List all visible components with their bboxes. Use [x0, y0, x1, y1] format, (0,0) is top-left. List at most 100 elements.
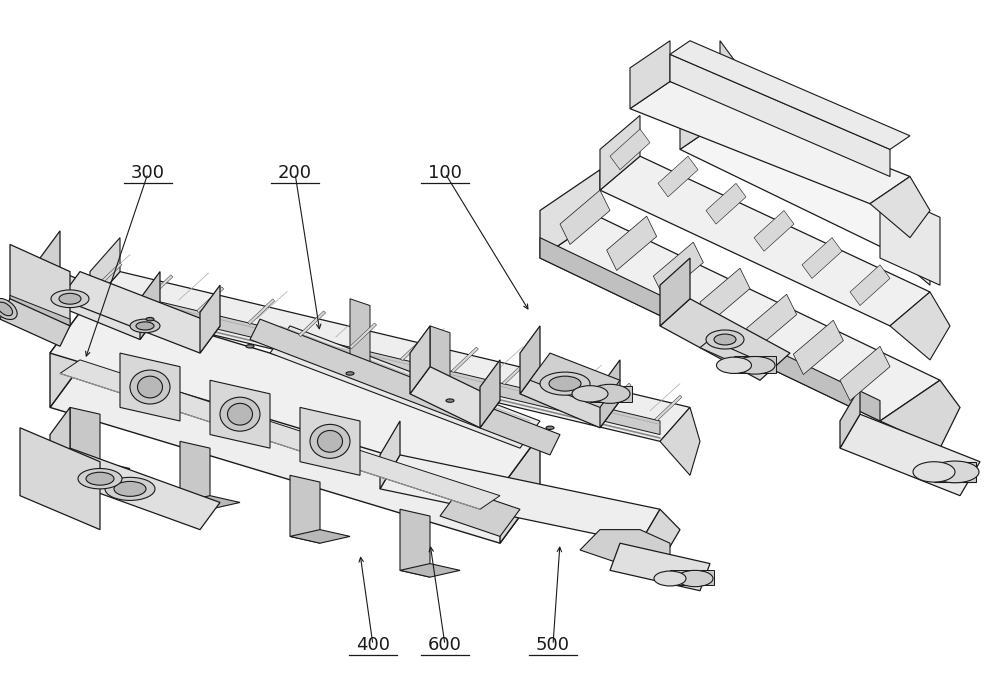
Ellipse shape: [59, 293, 81, 304]
Ellipse shape: [317, 430, 342, 452]
Ellipse shape: [931, 461, 979, 483]
Polygon shape: [660, 407, 700, 475]
Polygon shape: [410, 326, 430, 394]
Polygon shape: [480, 360, 500, 428]
Polygon shape: [680, 81, 720, 149]
Polygon shape: [300, 407, 360, 475]
Polygon shape: [840, 387, 860, 448]
Polygon shape: [60, 272, 220, 353]
Polygon shape: [553, 371, 580, 397]
Polygon shape: [500, 435, 540, 543]
Polygon shape: [70, 462, 130, 475]
Ellipse shape: [86, 473, 114, 485]
Polygon shape: [197, 287, 224, 312]
Polygon shape: [655, 395, 682, 421]
Polygon shape: [700, 340, 760, 370]
Polygon shape: [600, 115, 640, 190]
Polygon shape: [50, 448, 220, 530]
Polygon shape: [410, 367, 500, 428]
Polygon shape: [290, 530, 350, 543]
Ellipse shape: [546, 426, 554, 430]
Polygon shape: [90, 238, 120, 306]
Polygon shape: [200, 285, 220, 353]
Polygon shape: [580, 530, 670, 570]
Polygon shape: [600, 156, 930, 326]
Polygon shape: [880, 380, 960, 448]
Ellipse shape: [446, 399, 454, 402]
Ellipse shape: [735, 356, 775, 374]
Polygon shape: [610, 129, 650, 170]
Polygon shape: [90, 272, 690, 441]
Polygon shape: [870, 177, 930, 238]
Polygon shape: [210, 380, 270, 448]
Ellipse shape: [346, 372, 354, 375]
Polygon shape: [540, 170, 600, 258]
Ellipse shape: [540, 372, 590, 395]
Polygon shape: [440, 489, 520, 536]
Polygon shape: [540, 217, 940, 421]
Polygon shape: [400, 335, 427, 361]
Polygon shape: [60, 360, 500, 509]
Ellipse shape: [310, 424, 350, 458]
Ellipse shape: [130, 370, 170, 404]
Text: 300: 300: [131, 164, 165, 182]
Ellipse shape: [0, 302, 13, 316]
Ellipse shape: [572, 386, 608, 402]
Text: 600: 600: [428, 636, 462, 654]
Polygon shape: [350, 299, 370, 367]
Text: 200: 200: [278, 164, 312, 182]
Polygon shape: [604, 383, 631, 409]
Polygon shape: [299, 311, 326, 337]
Text: 100: 100: [428, 164, 462, 182]
Ellipse shape: [78, 469, 122, 489]
Polygon shape: [400, 509, 430, 577]
Polygon shape: [670, 41, 910, 149]
Ellipse shape: [220, 397, 260, 431]
Polygon shape: [840, 414, 980, 496]
Polygon shape: [640, 509, 680, 564]
Polygon shape: [140, 272, 160, 340]
Polygon shape: [700, 268, 750, 323]
Polygon shape: [146, 275, 173, 301]
Polygon shape: [380, 421, 400, 489]
Polygon shape: [20, 428, 100, 530]
Polygon shape: [610, 543, 710, 591]
Polygon shape: [600, 360, 620, 428]
Polygon shape: [451, 347, 478, 373]
Ellipse shape: [136, 322, 154, 330]
Ellipse shape: [913, 462, 955, 482]
Polygon shape: [720, 41, 740, 109]
Polygon shape: [840, 346, 890, 401]
Polygon shape: [720, 109, 920, 217]
Polygon shape: [670, 570, 714, 585]
Ellipse shape: [677, 570, 713, 587]
Ellipse shape: [716, 357, 752, 373]
Polygon shape: [630, 81, 910, 204]
Polygon shape: [180, 441, 210, 509]
Ellipse shape: [706, 330, 744, 349]
Polygon shape: [890, 292, 950, 360]
Ellipse shape: [654, 571, 686, 586]
Polygon shape: [90, 285, 660, 435]
Polygon shape: [720, 81, 900, 217]
Polygon shape: [706, 183, 746, 224]
Polygon shape: [754, 210, 794, 251]
Polygon shape: [70, 407, 100, 475]
Polygon shape: [630, 41, 670, 109]
Polygon shape: [660, 258, 690, 326]
Polygon shape: [850, 265, 890, 306]
Polygon shape: [934, 462, 976, 482]
Ellipse shape: [246, 345, 254, 348]
Polygon shape: [540, 238, 880, 421]
Polygon shape: [590, 386, 632, 402]
Polygon shape: [747, 294, 797, 348]
Text: 500: 500: [536, 636, 570, 654]
Polygon shape: [430, 326, 450, 394]
Polygon shape: [400, 564, 460, 577]
Polygon shape: [0, 299, 70, 346]
Polygon shape: [180, 496, 240, 509]
Polygon shape: [607, 216, 657, 270]
Polygon shape: [734, 356, 776, 373]
Text: 400: 400: [356, 636, 390, 654]
Ellipse shape: [51, 290, 89, 308]
